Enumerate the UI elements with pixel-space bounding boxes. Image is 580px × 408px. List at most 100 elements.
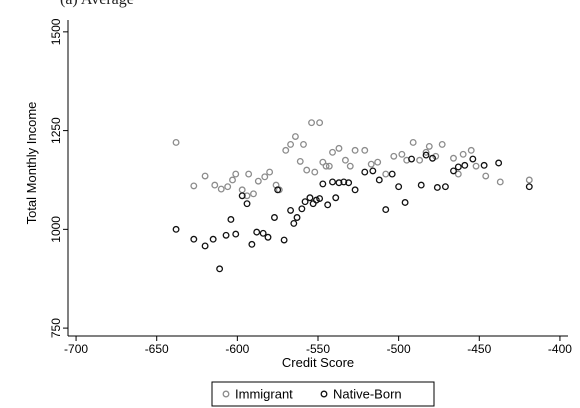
native-born-point xyxy=(429,154,436,162)
chart-legend: Immigrant Native-Born xyxy=(211,381,435,407)
immigrant-point xyxy=(211,181,219,189)
native-born-point xyxy=(422,151,430,159)
immigrant-point xyxy=(322,162,330,170)
native-born-point xyxy=(525,183,533,191)
legend-marker xyxy=(222,390,230,398)
immigrant-point xyxy=(238,186,246,194)
immigrant-point xyxy=(308,119,315,127)
native-born-point xyxy=(259,229,267,237)
native-born-point xyxy=(401,199,409,206)
immigrant-point xyxy=(425,142,433,150)
x-tick-label: -600 xyxy=(225,342,249,356)
native-born-point xyxy=(408,155,415,163)
immigrant-point xyxy=(282,146,290,154)
immigrant-point xyxy=(250,190,257,198)
immigrant-point xyxy=(190,182,198,190)
native-born-point xyxy=(351,186,359,194)
native-born-point xyxy=(480,161,488,169)
native-born-point xyxy=(469,155,477,163)
x-tick-label: -500 xyxy=(387,342,411,356)
immigrant-point xyxy=(467,146,475,154)
native-born-point xyxy=(248,240,256,248)
immigrant-point xyxy=(296,157,304,165)
native-born-point xyxy=(190,235,198,243)
immigrant-point xyxy=(390,152,398,160)
native-born-point xyxy=(324,201,332,209)
native-born-point xyxy=(201,242,209,250)
native-born-point xyxy=(309,200,317,208)
native-born-point xyxy=(306,194,314,202)
native-born-point xyxy=(216,265,224,273)
immigrant-point xyxy=(266,168,274,176)
native-born-point xyxy=(375,176,383,184)
immigrant-point xyxy=(224,183,232,191)
immigrant-point xyxy=(291,133,299,140)
y-tick-label: 1500 xyxy=(49,18,63,45)
immigrant-point xyxy=(229,176,236,184)
immigrant-point xyxy=(303,166,311,174)
native-born-point xyxy=(332,194,340,202)
immigrant-point xyxy=(254,177,262,185)
chart-points xyxy=(172,119,533,273)
native-born-point xyxy=(264,233,272,241)
x-tick-label: -550 xyxy=(306,342,330,356)
immigrant-point xyxy=(311,168,319,176)
immigrant-point xyxy=(201,172,209,180)
x-tick-label: -450 xyxy=(467,342,491,356)
immigrant-point xyxy=(232,170,240,178)
native-born-point xyxy=(450,167,457,175)
native-born-point xyxy=(280,236,288,244)
native-born-point xyxy=(335,179,343,187)
native-born-point xyxy=(441,183,449,191)
immigrant-point xyxy=(287,140,295,148)
native-born-point xyxy=(232,230,240,238)
immigrant-point xyxy=(472,162,480,170)
immigrant-point xyxy=(351,146,359,154)
native-born-point xyxy=(433,184,441,191)
legend-label: Immigrant xyxy=(235,387,293,402)
native-born-point xyxy=(290,219,298,227)
immigrant-point xyxy=(172,138,180,146)
immigrant-point xyxy=(374,158,382,166)
chart-axes: -700 -650 -600 -550 -500 -450 -400 750 1000 1250 1… xyxy=(49,18,572,356)
x-tick-label: -650 xyxy=(145,342,169,356)
native-born-point xyxy=(209,235,217,243)
y-axis-label: Total Monthly Income xyxy=(24,102,39,225)
y-tick-label: 750 xyxy=(49,318,63,338)
native-born-point xyxy=(293,214,301,221)
native-born-point xyxy=(369,167,377,175)
immigrant-point xyxy=(454,170,462,178)
native-born-point xyxy=(298,205,306,213)
immigrant-point xyxy=(243,192,251,200)
native-born-point xyxy=(395,183,403,191)
immigrant-point xyxy=(496,178,504,186)
immigrant-point xyxy=(245,170,253,178)
immigrant-point xyxy=(341,156,349,164)
immigrant-point xyxy=(329,148,336,156)
immigrant-point xyxy=(438,140,446,148)
native-born-point xyxy=(274,186,282,194)
native-born-point xyxy=(227,216,235,223)
immigrant-point xyxy=(450,154,457,162)
immigrant-point xyxy=(459,150,467,158)
legend-label: Native-Born xyxy=(333,387,402,402)
native-born-point xyxy=(388,170,396,178)
x-axis-label: Credit Score xyxy=(282,355,354,370)
immigrant-point xyxy=(217,185,225,193)
immigrant-point xyxy=(346,162,354,170)
y-tick-label: 1250 xyxy=(49,117,63,144)
immigrant-point xyxy=(325,162,333,170)
native-born-point xyxy=(301,198,309,206)
native-born-point xyxy=(461,161,469,169)
native-born-point xyxy=(238,192,246,200)
immigrant-point xyxy=(422,148,430,156)
immigrant-point xyxy=(382,170,390,178)
immigrant-point xyxy=(261,173,269,181)
immigrant-point xyxy=(525,176,533,184)
native-born-point xyxy=(495,159,503,167)
native-born-point xyxy=(417,181,425,189)
native-born-point xyxy=(271,214,278,221)
immigrant-point xyxy=(482,172,490,180)
native-born-point xyxy=(382,206,390,214)
